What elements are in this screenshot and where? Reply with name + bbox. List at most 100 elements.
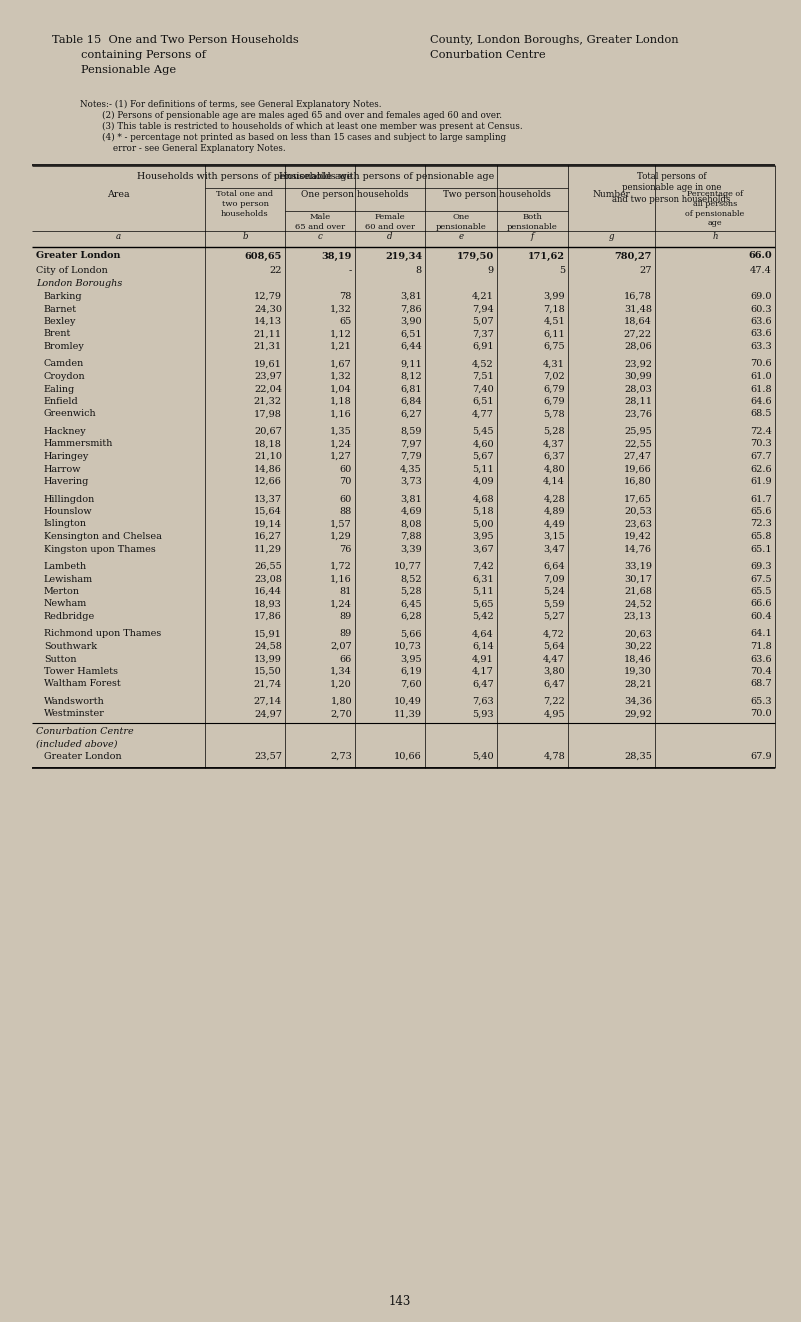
Text: Haringey: Haringey [44,452,90,461]
Text: a: a [116,231,121,241]
Text: 61.8: 61.8 [751,385,772,394]
Text: 16,44: 16,44 [254,587,282,596]
Text: h: h [712,231,718,241]
Text: 6,75: 6,75 [543,342,565,352]
Text: 24,30: 24,30 [254,304,282,313]
Text: 64.1: 64.1 [751,629,772,639]
Text: 81: 81 [340,587,352,596]
Text: 24,52: 24,52 [624,599,652,608]
Text: 65: 65 [340,317,352,327]
Text: 780,27: 780,27 [614,251,652,260]
Text: 29,92: 29,92 [624,710,652,718]
Text: 33,19: 33,19 [624,562,652,571]
Text: 66.0: 66.0 [748,251,772,260]
Text: 1,16: 1,16 [330,410,352,419]
Text: 5,64: 5,64 [543,642,565,650]
Text: 70.0: 70.0 [751,710,772,718]
Text: 5,78: 5,78 [543,410,565,419]
Text: 7,97: 7,97 [400,439,422,448]
Text: 18,46: 18,46 [624,654,652,664]
Text: Richmond upon Thames: Richmond upon Thames [44,629,161,639]
Text: 21,74: 21,74 [254,680,282,689]
Text: 219,34: 219,34 [384,251,422,260]
Text: Total one and
two person
households: Total one and two person households [216,190,274,218]
Text: 5: 5 [559,266,565,275]
Text: 19,42: 19,42 [624,531,652,541]
Text: Percentage of
all persons
of pensionable
age: Percentage of all persons of pensionable… [686,190,745,227]
Text: 6,47: 6,47 [543,680,565,689]
Text: Islington: Islington [44,520,87,529]
Text: 4,78: 4,78 [543,752,565,761]
Text: 6,27: 6,27 [400,410,422,419]
Text: g: g [609,231,614,241]
Text: Newham: Newham [44,599,87,608]
Text: Area: Area [107,190,130,200]
Text: Barking: Barking [44,292,83,301]
Text: 24,58: 24,58 [254,642,282,650]
Text: Notes:- (1) For definitions of terms, see General Explanatory Notes.: Notes:- (1) For definitions of terms, se… [80,100,381,110]
Text: 6,79: 6,79 [543,385,565,394]
Text: 8,12: 8,12 [400,371,422,381]
Text: Hounslow: Hounslow [44,508,93,516]
Text: 65.6: 65.6 [751,508,772,516]
Text: 65.5: 65.5 [751,587,772,596]
Text: 4,47: 4,47 [543,654,565,664]
Text: 7,40: 7,40 [473,385,494,394]
Text: 6,81: 6,81 [400,385,422,394]
Text: 5,42: 5,42 [473,612,494,621]
Text: 2,73: 2,73 [330,752,352,761]
Text: 1,32: 1,32 [330,371,352,381]
Text: 179,50: 179,50 [457,251,494,260]
Text: Table 15  One and Two Person Households: Table 15 One and Two Person Households [52,34,299,45]
Text: 70.3: 70.3 [751,439,772,448]
Text: 7,37: 7,37 [472,329,494,338]
Text: 8,59: 8,59 [400,427,422,436]
Text: 67.5: 67.5 [751,575,772,583]
Text: 4,28: 4,28 [543,494,565,504]
Text: 4,77: 4,77 [472,410,494,419]
Text: Camden: Camden [44,360,84,369]
Text: 63.3: 63.3 [751,342,772,352]
Text: 1,24: 1,24 [330,439,352,448]
Text: 72.3: 72.3 [750,520,772,529]
Text: 78: 78 [340,292,352,301]
Text: 4,49: 4,49 [543,520,565,529]
Text: 27: 27 [639,266,652,275]
Text: Households with persons of pensionable age: Households with persons of pensionable a… [279,172,494,181]
Text: 3,67: 3,67 [473,545,494,554]
Text: 4,69: 4,69 [400,508,422,516]
Text: 4,51: 4,51 [543,317,565,327]
Text: 6,51: 6,51 [473,397,494,406]
Text: 1,12: 1,12 [330,329,352,338]
Text: Kingston upon Thames: Kingston upon Thames [44,545,155,554]
Text: 7,79: 7,79 [400,452,422,461]
Text: 5,24: 5,24 [543,587,565,596]
Text: 1,16: 1,16 [330,575,352,583]
Text: 5,59: 5,59 [544,599,565,608]
Text: 5,11: 5,11 [473,587,494,596]
Text: Hammersmith: Hammersmith [44,439,114,448]
Text: 12,66: 12,66 [254,477,282,486]
Text: Enfield: Enfield [44,397,78,406]
Text: 6,44: 6,44 [400,342,422,352]
Text: 23,08: 23,08 [254,575,282,583]
Text: Havering: Havering [44,477,90,486]
Text: 24,97: 24,97 [254,710,282,718]
Text: 1,24: 1,24 [330,599,352,608]
Text: Brent: Brent [44,329,71,338]
Text: 72.4: 72.4 [750,427,772,436]
Text: 63.6: 63.6 [751,329,772,338]
Text: 69.0: 69.0 [751,292,772,301]
Text: Merton: Merton [44,587,80,596]
Text: 17,98: 17,98 [254,410,282,419]
Text: 14,86: 14,86 [254,464,282,473]
Text: 71.8: 71.8 [751,642,772,650]
Text: 13,99: 13,99 [254,654,282,664]
Text: 11,29: 11,29 [254,545,282,554]
Text: Croydon: Croydon [44,371,86,381]
Text: 6,45: 6,45 [400,599,422,608]
Text: 7,60: 7,60 [400,680,422,689]
Text: 11,39: 11,39 [394,710,422,718]
Text: 6,11: 6,11 [543,329,565,338]
Text: error - see General Explanatory Notes.: error - see General Explanatory Notes. [80,144,286,153]
